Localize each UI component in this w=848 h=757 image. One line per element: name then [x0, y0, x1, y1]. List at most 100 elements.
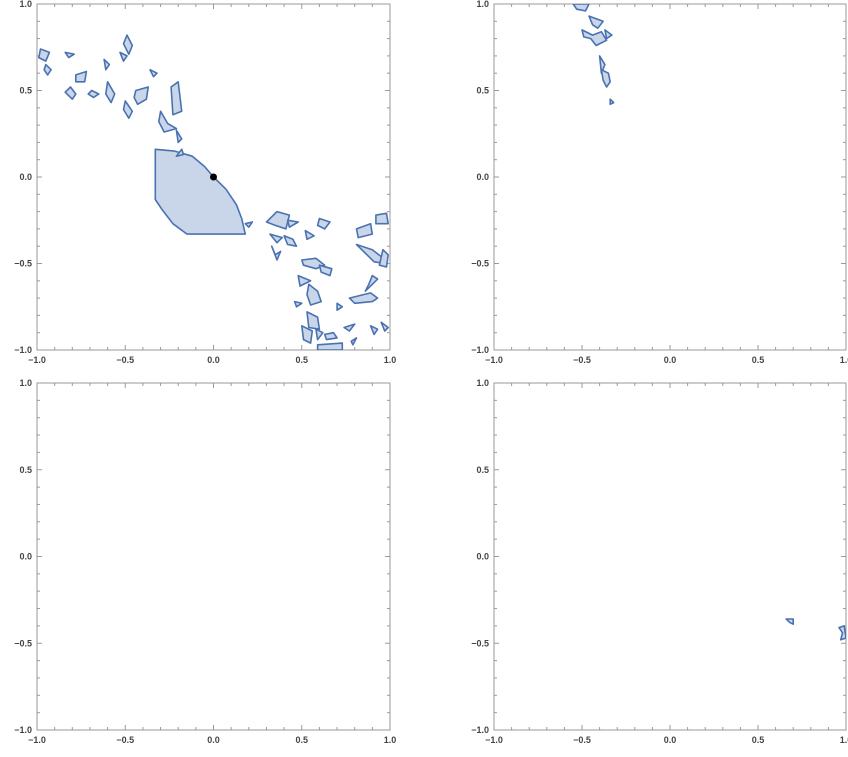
x-tick-label: 0.0 [207, 735, 220, 745]
region-polygon [170, 81, 183, 116]
region-polygon [318, 264, 333, 277]
y-tick-label: 1.0 [476, 378, 489, 388]
region-polygon [598, 55, 606, 74]
region-polygon [122, 34, 134, 56]
region-polygon [64, 86, 77, 100]
region-polygon [37, 48, 51, 62]
region-polygon [158, 110, 178, 133]
region-polygon [293, 300, 303, 308]
region-polygon [364, 274, 379, 293]
plot-panel-1: −1.0 −0.5 0.0 0.5 1.0 −1.0 −0.5 0.0 0.5 1.0 [14, 0, 396, 365]
y-tick-label: −1.0 [14, 725, 32, 735]
x-tick-label: 0.5 [752, 355, 765, 365]
regions [785, 618, 846, 641]
x-tick-label: 0.5 [295, 735, 308, 745]
plot-frame [493, 3, 847, 351]
y-tick-label: −0.5 [14, 259, 32, 269]
region-polygon [838, 625, 846, 641]
marked-point [210, 173, 217, 181]
region-polygon [572, 4, 590, 12]
region-polygon [304, 229, 315, 241]
region-polygon [122, 100, 134, 119]
region-polygon [380, 321, 390, 332]
region-polygon [283, 235, 298, 247]
x-tick-label: −1.0 [485, 355, 503, 365]
y-tick-label: −1.0 [471, 345, 489, 355]
region-polygon [378, 248, 390, 268]
x-tick-label: 0.5 [295, 355, 308, 365]
region-polygon [348, 292, 379, 305]
plot-panel-2: −1.0 −0.5 0.0 0.5 1.0 −1.0 −0.5 0.0 0.5 1.0 [471, 0, 848, 365]
x-tick-label: −1.0 [485, 735, 503, 745]
region-polygon [154, 148, 247, 235]
region-polygon [75, 70, 88, 83]
x-tick-label: 1.0 [840, 355, 848, 365]
region-polygon [133, 86, 149, 106]
y-tick-label: 0.0 [19, 552, 32, 562]
y-tick-label: −1.0 [14, 345, 32, 355]
region-polygon [43, 63, 52, 76]
plot-panel-4: −1.0 −0.5 0.0 0.5 1.0 −1.0 −0.5 0.0 0.5 1.0 [471, 378, 848, 745]
y-tick-label: 0.5 [476, 86, 489, 96]
region-polygon [785, 618, 795, 626]
x-tick-label: 1.0 [840, 735, 848, 745]
x-tick-label: −0.5 [116, 735, 134, 745]
region-polygon [87, 89, 100, 99]
region-polygon [588, 15, 604, 30]
plot-frame [493, 382, 847, 731]
region-polygon [270, 245, 282, 261]
region-polygon [269, 233, 284, 244]
region-polygon [64, 51, 75, 59]
x-tick-label: 0.0 [207, 355, 220, 365]
y-tick-label: −0.5 [471, 259, 489, 269]
region-polygon [119, 51, 128, 62]
region-polygon [175, 148, 185, 157]
region-polygon [369, 324, 379, 336]
x-tick-label: 0.0 [664, 735, 677, 745]
region-polygon [316, 342, 344, 350]
y-tick-label: 0.5 [476, 465, 489, 475]
region-polygon [175, 129, 183, 144]
y-tick-label: 0.0 [19, 172, 32, 182]
region-polygon [581, 29, 608, 47]
region-polygon [600, 68, 612, 88]
plot-panel-3: −1.0 −0.5 0.0 0.5 1.0 −1.0 −0.5 0.0 0.5 1.0 [14, 378, 396, 745]
region-polygon [149, 68, 158, 78]
x-tick-label: 1.0 [384, 735, 397, 745]
region-polygon [297, 274, 312, 287]
region-polygon [604, 29, 613, 40]
region-polygon [300, 324, 314, 344]
x-tick-label: −1.0 [28, 355, 46, 365]
region-polygon [323, 331, 338, 341]
x-tick-label: −0.5 [573, 355, 591, 365]
region-polygon [105, 81, 116, 104]
region-polygon [103, 58, 111, 71]
y-tick-label: 1.0 [19, 0, 32, 9]
region-polygon [306, 283, 323, 306]
y-tick-label: 0.0 [476, 552, 489, 562]
region-polygon [336, 302, 344, 312]
y-tick-label: 0.5 [19, 86, 32, 96]
region-polygon [355, 222, 374, 239]
regions [37, 34, 390, 350]
y-tick-label: −1.0 [471, 725, 489, 735]
y-tick-label: 1.0 [19, 378, 32, 388]
y-tick-label: 1.0 [476, 0, 489, 9]
region-polygon [306, 311, 321, 331]
region-polygon [315, 328, 324, 341]
x-tick-label: 0.5 [752, 735, 765, 745]
region-polygon [265, 210, 291, 230]
y-tick-label: −0.5 [471, 638, 489, 648]
region-polygon [375, 212, 390, 225]
x-tick-label: 1.0 [384, 355, 397, 365]
region-polygon [350, 337, 358, 346]
y-tick-label: 0.5 [19, 465, 32, 475]
region-polygon [244, 221, 254, 228]
y-tick-label: 0.0 [476, 172, 489, 182]
x-tick-label: −0.5 [116, 355, 134, 365]
regions [572, 4, 615, 106]
region-polygon [286, 219, 300, 228]
region-polygon [316, 217, 331, 230]
plot-frame [36, 382, 391, 731]
